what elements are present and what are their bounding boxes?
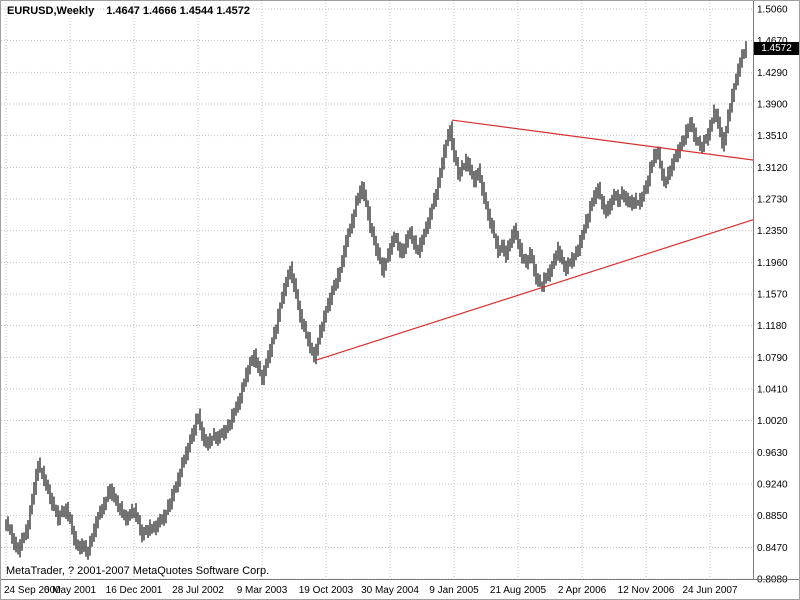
y-axis-label: 1.3900	[757, 100, 788, 111]
y-axis-label: 0.8470	[757, 543, 788, 554]
price-bars	[5, 41, 747, 560]
y-axis-label: 1.2730	[757, 195, 788, 206]
x-axis-label: 30 May 2004	[361, 585, 419, 596]
y-axis-label: 0.8850	[757, 511, 788, 522]
x-axis-label: 6 May 2001	[44, 585, 97, 596]
y-axis-label: 1.1570	[757, 290, 788, 301]
x-axis-label: 28 Jul 2002	[172, 585, 224, 596]
x-axis-label: 21 Aug 2005	[490, 585, 547, 596]
current-price-tag: 1.4572	[754, 42, 799, 56]
x-axis-label: 24 Sep 2000	[4, 585, 61, 596]
ohlc-values: 1.4647 1.4666 1.4544 1.4572	[106, 5, 250, 17]
y-axis-label: 1.2350	[757, 226, 788, 237]
x-axis-label: 16 Dec 2001	[106, 585, 163, 596]
chart-title: EURUSD,Weekly 1.4647 1.4666 1.4544 1.4572	[7, 5, 250, 17]
x-axis-label: 19 Oct 2003	[299, 585, 354, 596]
y-axis-label: 0.9240	[757, 480, 788, 491]
y-axis-label: 0.9630	[757, 448, 788, 459]
y-axis-label: 1.1960	[757, 258, 788, 269]
copyright-text: MetaTrader, ? 2001-2007 MetaQuotes Softw…	[6, 565, 270, 577]
y-axis-label: 1.4290	[757, 68, 788, 79]
y-axis-label: 1.3120	[757, 163, 788, 174]
y-axis-label: 1.0790	[757, 353, 788, 364]
y-axis-label: 1.4670	[757, 36, 788, 47]
y-axis-label: 1.1180	[757, 321, 787, 332]
x-axis-label: 2 Apr 2006	[558, 585, 607, 596]
y-axis-label: 1.0020	[757, 416, 788, 427]
y-axis-label: 1.3510	[757, 131, 788, 142]
x-axis-label: 24 Jun 2007	[682, 585, 737, 596]
descending-trendline[interactable]	[451, 119, 766, 162]
x-axis-label: 9 Jan 2005	[429, 585, 479, 596]
y-axis-label: 1.5060	[757, 5, 788, 16]
ascending-trendline[interactable]	[315, 216, 766, 361]
y-axis-label: 1.0410	[757, 385, 788, 396]
symbol-period-label: EURUSD,Weekly	[7, 5, 95, 17]
x-axis-label: 12 Nov 2006	[618, 585, 675, 596]
x-axis-label: 9 Mar 2003	[237, 585, 288, 596]
